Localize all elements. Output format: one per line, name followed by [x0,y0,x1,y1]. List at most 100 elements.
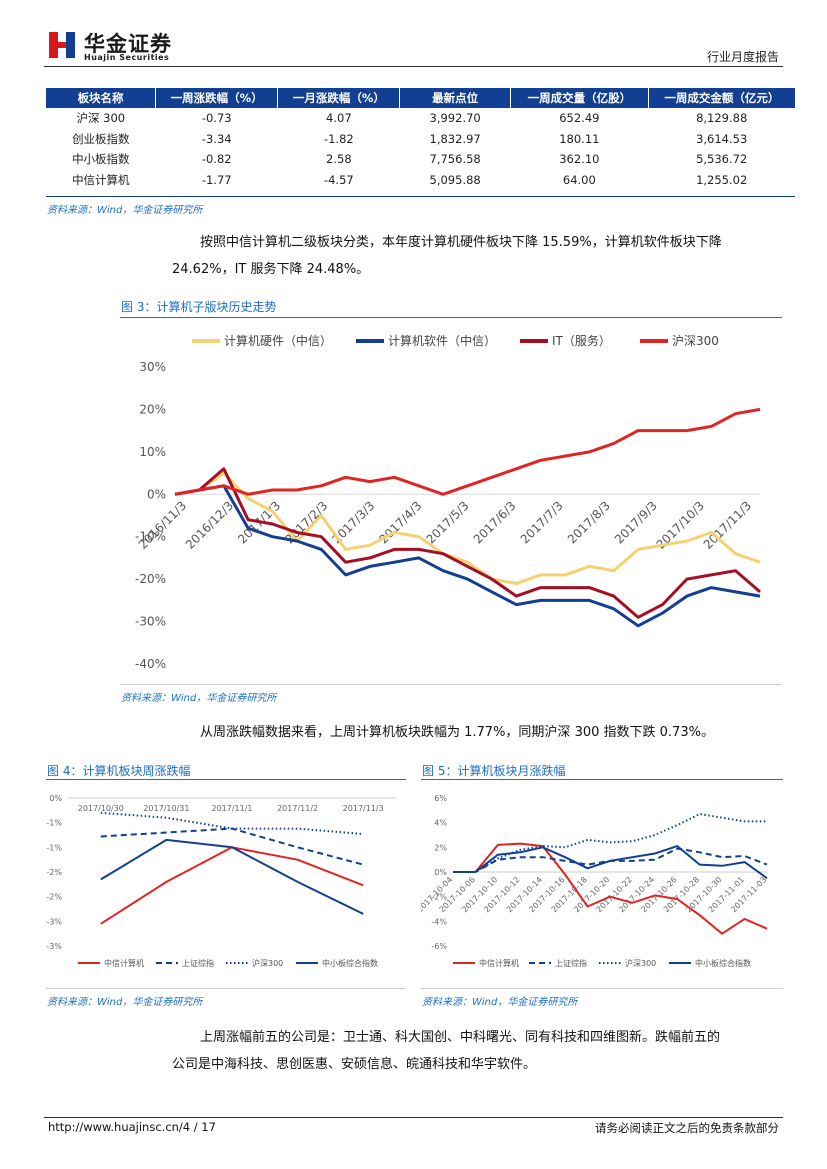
figure-title-rule [421,779,783,780]
table-cell: -1.77 [201,172,232,187]
table-cell: -3.34 [201,131,232,146]
figure-source-note: 资料来源：Wind，华金证券研究所 [121,693,277,704]
figure-title: 图 5：计算机板块月涨跌幅 [422,764,566,778]
series-line [174,467,761,619]
column-header: 一周成交金额（亿元） [648,88,795,108]
figure-source-rule [421,988,783,989]
y-tick-label: 4% [434,819,447,828]
table-cell: 2.58 [326,152,352,167]
legend-label: 中信计算机 [104,958,144,968]
y-tick-label: -3% [46,942,62,951]
x-tick-label: 2016/11/3 [136,499,189,552]
table-row: 沪深 300 -0.73 4.07 3,992.70 652.49 8,129.… [46,108,795,129]
column-header: 一月涨跌幅（%） [277,88,401,108]
table-cell: -1.82 [323,131,354,146]
figure-title-rule [46,779,406,780]
table-cell: 8,129.88 [696,111,748,126]
table-cell: 沪深 300 [76,111,126,126]
table-header-row: 板块名称 一周涨跌幅（%） 一月涨跌幅（%） 最新点位 一周成交量（亿股） 一周… [46,88,795,108]
figure-source-rule [46,988,406,989]
report-type-label: 行业月度报告 [706,50,779,64]
column-header: 板块名称 [46,88,157,108]
company-logo-icon [47,30,77,60]
y-tick-label: -10% [135,530,166,544]
x-tick-label: 2017/11/3 [343,804,384,813]
table-cell: 中信计算机 [72,172,130,187]
header-divider [44,66,783,67]
series-line [453,845,768,880]
y-tick-label: -20% [135,572,166,586]
x-tick-label: 2017/9/3 [612,499,660,547]
fig5-chart: 6%4%2%0%-2%-4%-6%2017-10-042017-10-06201… [421,794,768,968]
x-tick-label: 2017/10/31 [143,804,189,813]
table-cell: -0.73 [201,111,232,126]
legend-label: 沪深300 [672,334,719,348]
paragraph-line: 24.62%，IT 服务下降 24.48%。 [172,262,370,277]
y-tick-label: -1% [46,843,62,852]
table-cell: -4.57 [323,172,354,187]
footer-url-link[interactable]: http://www.huajinsc.cn/4 / 17 [48,1120,216,1134]
table-cell: 5,536.72 [696,152,748,167]
series-line [174,407,761,496]
series-line [100,838,364,915]
fig3-chart: 计算机硬件（中信） 计算机软件（中信） IT（服务） 沪深300 30% 20% 10% 0%… [135,333,761,671]
legend-label: 上证综指 [555,958,587,968]
y-tick-label: 30% [139,360,166,374]
y-tick-label: 0% [147,487,166,501]
y-tick-label: -6% [431,942,447,951]
y-tick-label: -1% [46,819,62,828]
table-cell: 4.07 [326,111,352,126]
table-cell: 3,992.70 [429,111,481,126]
x-tick-label: 2016/12/3 [183,499,236,552]
series-line [100,811,364,835]
y-tick-label: -40% [135,657,166,671]
paragraph-line: 上周涨幅前五的公司是：卫士通、科大国创、中科曙光、同有科技和四维图新。跌幅前五的 [200,1030,721,1045]
x-tick-label: 2017/6/3 [471,499,519,547]
table-row: 中小板指数 -0.82 2.58 7,756.58 362.10 5,536.7… [46,149,795,170]
company-name-en: Huajin Securities [84,53,170,62]
x-tick-label: 2017/7/3 [518,499,566,547]
figure-source-note: 资料来源：Wind，华金证券研究所 [422,997,578,1008]
table-cell: 1,255.02 [696,172,748,187]
table-row: 创业板指数 -3.34 -1.82 1,832.97 180.11 3,614.… [46,129,795,150]
legend-label: 沪深300 [625,958,656,968]
y-tick-label: -2% [46,868,62,877]
figure-source-note: 资料来源：Wind，华金证券研究所 [47,997,203,1008]
x-tick-label: 2017/11/3 [701,499,754,552]
index-performance-table: 板块名称 一周涨跌幅（%） 一月涨跌幅（%） 最新点位 一周成交量（亿股） 一周… [46,88,795,190]
y-tick-label: -2% [431,893,447,902]
table-bottom-rule [46,196,795,197]
legend-label: 沪深300 [252,958,283,968]
figure-title: 图 4：计算机板块周涨跌幅 [47,764,191,778]
table-row: 中信计算机 -1.77 -4.57 5,095.88 64.00 1,255.0… [46,170,795,191]
series-line [453,842,768,935]
table-cell: 创业板指数 [72,131,130,146]
series-line [174,484,761,628]
table-cell: 652.49 [559,111,600,126]
x-tick-label: 2017/5/3 [424,499,472,547]
column-header: 最新点位 [399,88,511,108]
table-cell: 3,614.53 [696,131,748,146]
company-name-cn: 华金证券 [84,32,172,56]
table-cell: -0.82 [201,152,232,167]
legend-label: 中信计算机 [479,958,519,968]
y-tick-label: 6% [434,794,447,803]
y-tick-label: 0% [434,868,447,877]
x-tick-label: 2017/11/2 [277,804,318,813]
figure-source-rule [120,684,782,685]
paragraph-line: 从周涨跌幅数据来看，上周计算机板块跌幅为 1.77%，同期沪深 300 指数下跌… [200,725,714,740]
x-tick-label: 2017/10/30 [78,804,124,813]
legend-label: 计算机软件（中信） [388,333,496,348]
table-cell: 64.00 [562,172,596,187]
table-cell: 362.10 [559,152,600,167]
table-source-note: 资料来源：Wind，华金证券研究所 [47,205,203,216]
y-tick-label: -2% [46,893,62,902]
y-tick-label: 0% [49,794,62,803]
legend-label: 上证综指 [182,958,214,968]
column-header: 一周涨跌幅（%） [155,88,279,108]
y-tick-label: 10% [139,445,166,459]
fig4-chart: 0% -1% -1% -2% -2% -3% -3% 2017/10/30 2017/10/31… [46,794,396,968]
table-cell: 中小板指数 [72,152,130,167]
footer-disclaimer: 请务必阅读正文之后的免责条款部分 [595,1121,779,1135]
legend-label: 中小板综合指数 [322,958,378,968]
